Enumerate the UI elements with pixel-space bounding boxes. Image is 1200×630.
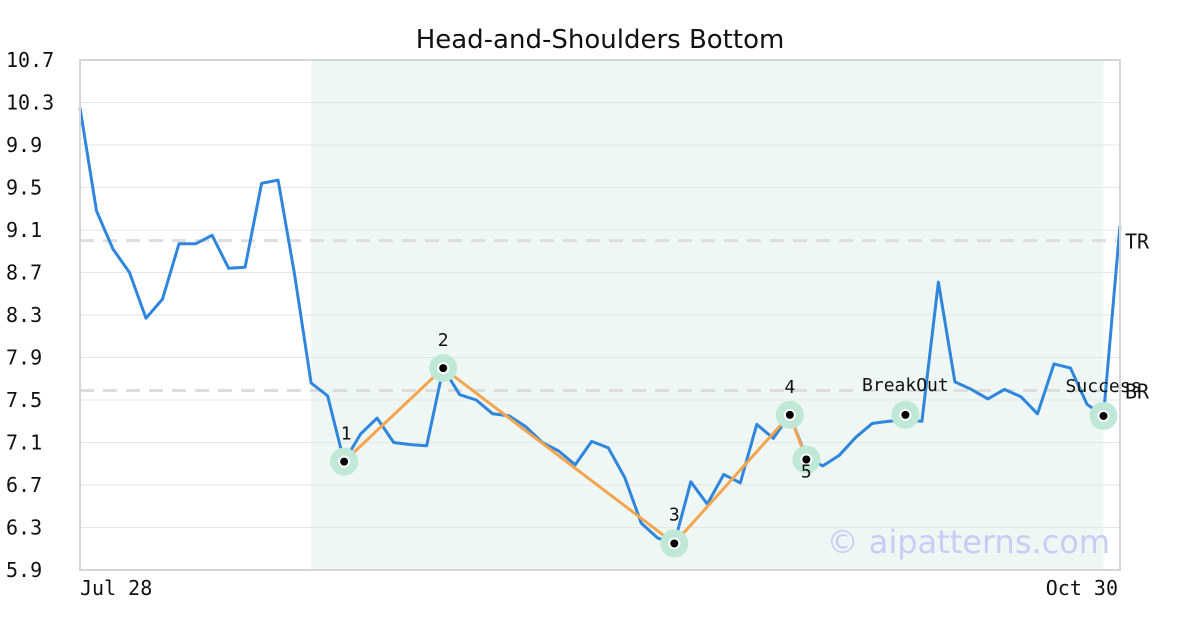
y-tick-label: 7.5: [6, 388, 42, 412]
pattern-point-5-dot: [802, 455, 811, 464]
price-series-line: [78, 107, 1122, 545]
success-marker-dot: [1099, 411, 1108, 420]
pattern-point-label: 5: [801, 462, 812, 483]
plot-border: [79, 59, 1121, 571]
pattern-point-label: 4: [784, 377, 795, 398]
pattern-point-1-dot: [340, 457, 349, 466]
plot-area: 10.7 10.3 9.9 9.5 9.1 8.7 8.3 7.9 7.5 7.1 6.7 6.3 5.…: [6, 48, 1150, 600]
y-tick-label: 6.7: [6, 473, 42, 497]
reference-label-br: BR: [1125, 379, 1150, 403]
pattern-point-label: 2: [438, 330, 449, 351]
y-tick-label: 5.9: [6, 558, 42, 582]
reference-label-tr: TR: [1125, 230, 1150, 254]
x-tick-label: Oct 30: [1046, 576, 1118, 600]
x-tick-label: Jul 28: [80, 576, 152, 600]
y-tick-label: 10.7: [6, 48, 54, 72]
chart-title: Head-and-Shoulders Bottom: [416, 25, 785, 55]
breakout-label: BreakOut: [862, 375, 949, 396]
pattern-point-label: 3: [669, 504, 680, 525]
y-tick-label: 7.9: [6, 346, 42, 370]
y-tick-label: 9.1: [6, 218, 42, 242]
watermark: © aipatterns.com: [827, 523, 1110, 561]
pattern-point-4-dot: [785, 410, 794, 419]
y-tick-label: 7.1: [6, 431, 42, 455]
y-tick-label: 9.9: [6, 133, 42, 157]
breakout-marker-dot: [901, 410, 910, 419]
pattern-point-3-dot: [670, 539, 679, 548]
y-tick-label: 6.3: [6, 516, 42, 540]
y-tick-label: 8.3: [6, 303, 42, 327]
y-tick-label: 9.5: [6, 176, 42, 200]
pattern-point-2-dot: [439, 364, 448, 373]
pattern-point-label: 1: [341, 424, 352, 445]
y-tick-label: 8.7: [6, 261, 42, 285]
y-tick-label: 10.3: [6, 91, 54, 115]
success-label: Success: [1066, 376, 1142, 397]
